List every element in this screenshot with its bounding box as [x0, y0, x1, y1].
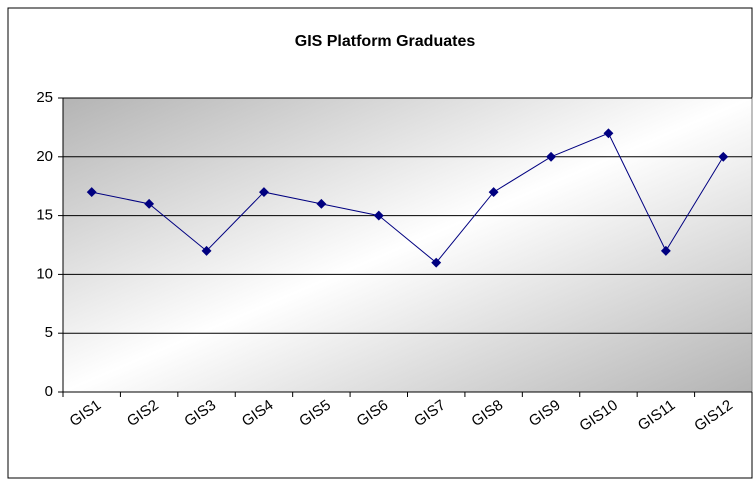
- marker: [373, 210, 384, 221]
- y-tick-label: 25: [36, 89, 53, 106]
- marker: [603, 128, 614, 139]
- marker: [86, 187, 97, 198]
- marker: [144, 198, 155, 209]
- y-tick-label: 0: [45, 383, 53, 400]
- marker: [316, 198, 327, 209]
- chart-title: GIS Platform Graduates: [295, 33, 476, 50]
- y-tick-label: 5: [45, 324, 53, 341]
- y-tick-label: 10: [36, 265, 53, 282]
- marker: [431, 257, 442, 268]
- marker: [546, 151, 556, 162]
- y-tick-label: 20: [36, 148, 53, 165]
- marker: [201, 245, 212, 256]
- marker: [718, 151, 729, 162]
- marker: [660, 245, 671, 256]
- line: [91, 132, 724, 264]
- y-tick-label: 15: [36, 207, 53, 224]
- marker: [488, 187, 499, 198]
- plot-area: [62, 97, 753, 393]
- marker: [259, 187, 269, 198]
